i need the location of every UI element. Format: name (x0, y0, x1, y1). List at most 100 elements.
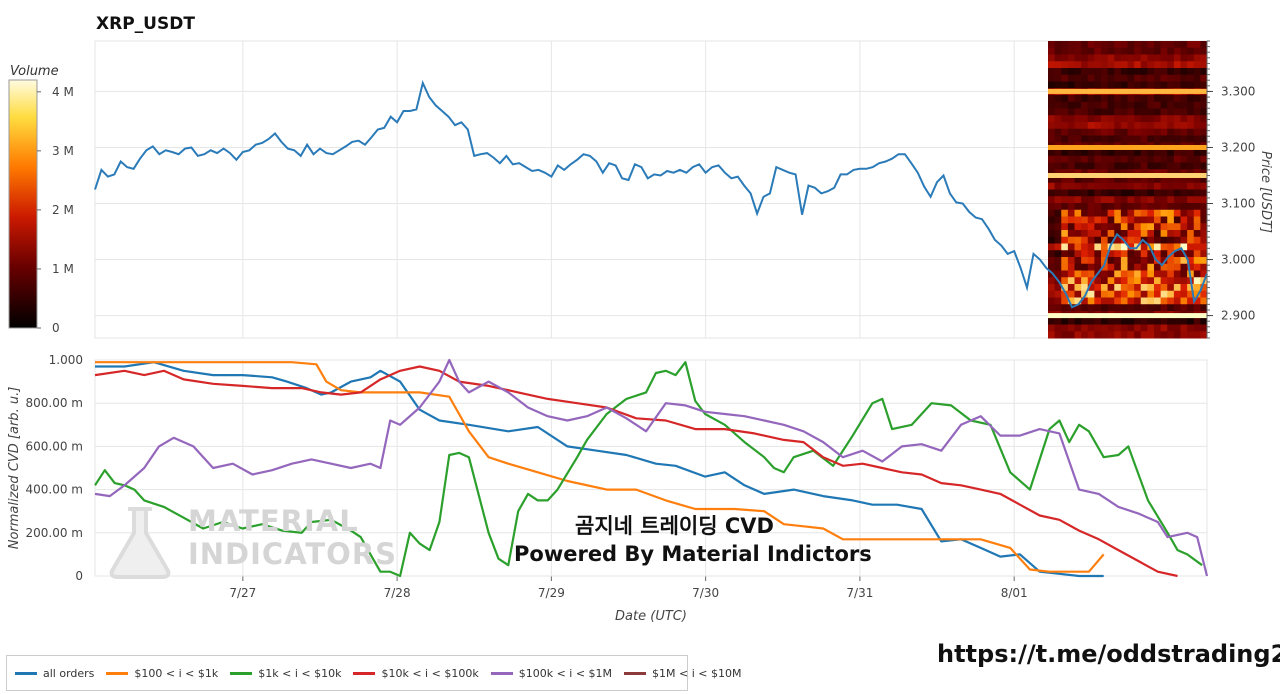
heatmap-cell (1048, 95, 1056, 103)
heatmap-cell (1154, 250, 1162, 258)
cvd-x-axis-label: Date (UTC) (615, 609, 687, 624)
heatmap-cell (1054, 236, 1062, 244)
heatmap-cell (1193, 270, 1201, 278)
heatmap-cell (1167, 290, 1175, 298)
heatmap-cell (1081, 230, 1089, 238)
heatmap-cell (1193, 162, 1201, 170)
legend-item-10k-100k[interactable]: $10k < i < $100k (353, 666, 479, 680)
heatmap-cell (1200, 74, 1208, 82)
legend-item-1m-10m[interactable]: $1M < i < $10M (624, 667, 741, 680)
heatmap-cell (1067, 250, 1075, 258)
heatmap-cell (1200, 122, 1208, 130)
heatmap-cell (1074, 169, 1082, 177)
heatmap-cell (1140, 297, 1148, 305)
heatmap-cell (1140, 250, 1148, 258)
heatmap-cell (1140, 169, 1148, 177)
heatmap-cell (1074, 162, 1082, 170)
heatmap-cell (1074, 331, 1082, 339)
heatmap-cell (1048, 54, 1056, 62)
heatmap-cell (1180, 331, 1188, 339)
heatmap-cell (1134, 331, 1142, 339)
heatmap-cell (1107, 169, 1115, 177)
heatmap-cell (1087, 81, 1095, 89)
heatmap-cell (1173, 115, 1181, 123)
heatmap-cell (1167, 74, 1175, 82)
heatmap-cell (1081, 216, 1089, 224)
heatmap-cell (1094, 54, 1102, 62)
heatmap-cell (1167, 216, 1175, 224)
heatmap-cell (1180, 128, 1188, 136)
heatmap-cell (1167, 304, 1175, 312)
heatmap-cell (1048, 243, 1056, 251)
heatmap-cell (1147, 61, 1155, 69)
heatmap-cell (1067, 297, 1075, 305)
legend-item-100-1k[interactable]: $100 < i < $1k (106, 667, 218, 680)
heatmap-cell (1114, 182, 1122, 190)
heatmap-cell (1140, 182, 1148, 190)
heatmap-cell (1094, 324, 1102, 332)
heatmap-cell (1081, 277, 1089, 285)
heatmap-cell (1154, 189, 1162, 197)
legend-item-1k-10k[interactable]: $1k < i < $10k (230, 667, 341, 680)
heatmap-cell (1200, 149, 1208, 157)
heatmap-cell (1173, 290, 1181, 298)
heatmap-cell (1120, 41, 1128, 49)
heatmap-cell (1147, 115, 1155, 123)
heatmap-cell (1127, 122, 1135, 130)
heatmap-cell (1101, 284, 1109, 292)
heatmap-cell (1187, 162, 1195, 170)
heatmap-cell (1101, 81, 1109, 89)
heatmap-cell (1187, 263, 1195, 271)
heatmap-cell (1147, 263, 1155, 271)
heatmap-cell (1167, 176, 1175, 184)
heatmap-cell (1167, 54, 1175, 62)
heatmap-cell (1193, 81, 1201, 89)
cvd-series-line (94, 358, 1209, 577)
heatmap-cell (1101, 122, 1109, 130)
heatmap-cell (1187, 189, 1195, 197)
legend-label: $10k < i < $100k (381, 666, 479, 680)
heatmap-cell (1120, 209, 1128, 217)
heatmap-cell (1081, 243, 1089, 251)
heatmap-cell (1114, 95, 1122, 103)
heatmap-cell (1140, 108, 1148, 116)
heatmap-cell (1160, 216, 1168, 224)
heatmap-cell (1193, 236, 1201, 244)
heatmap-cell (1081, 270, 1089, 278)
heatmap-cell (1114, 108, 1122, 116)
heatmap-cell (1114, 304, 1122, 312)
heatmap-cell (1160, 108, 1168, 116)
heatmap-hot-level (1048, 144, 1207, 150)
heatmap-cell (1061, 155, 1069, 163)
heatmap-cell (1094, 297, 1102, 305)
heatmap-cell (1087, 176, 1095, 184)
heatmap-cell (1101, 304, 1109, 312)
heatmap-cell (1094, 317, 1102, 325)
heatmap-cell (1147, 216, 1155, 224)
heatmap-cell (1167, 182, 1175, 190)
heatmap-cell (1167, 230, 1175, 238)
heatmap-cell (1187, 47, 1195, 55)
heatmap-cell (1160, 236, 1168, 244)
legend-item-all-orders[interactable]: all orders (15, 667, 94, 680)
heatmap-cell (1134, 317, 1142, 325)
heatmap-cell (1154, 324, 1162, 332)
legend-item-100k-1m[interactable]: $100k < i < $1M (490, 667, 612, 680)
heatmap-cell (1173, 182, 1181, 190)
heatmap-cell (1167, 47, 1175, 55)
heatmap-cell (1081, 317, 1089, 325)
telegram-link[interactable]: https://t.me/oddstrading2 (937, 640, 1280, 668)
heatmap-cell (1127, 95, 1135, 103)
heatmap-cell (1167, 317, 1175, 325)
heatmap-cell (1101, 297, 1109, 305)
heatmap-cell (1127, 236, 1135, 244)
heatmap-cell (1061, 176, 1069, 184)
heatmap-cell (1114, 270, 1122, 278)
heatmap-cell (1074, 203, 1082, 211)
heatmap-cell (1200, 101, 1208, 109)
heatmap-cell (1081, 149, 1089, 157)
cvd-y-tick-label: 400.00 m (26, 483, 84, 497)
heatmap-cell (1173, 61, 1181, 69)
heatmap-cell (1180, 68, 1188, 76)
heatmap-cell (1200, 230, 1208, 238)
